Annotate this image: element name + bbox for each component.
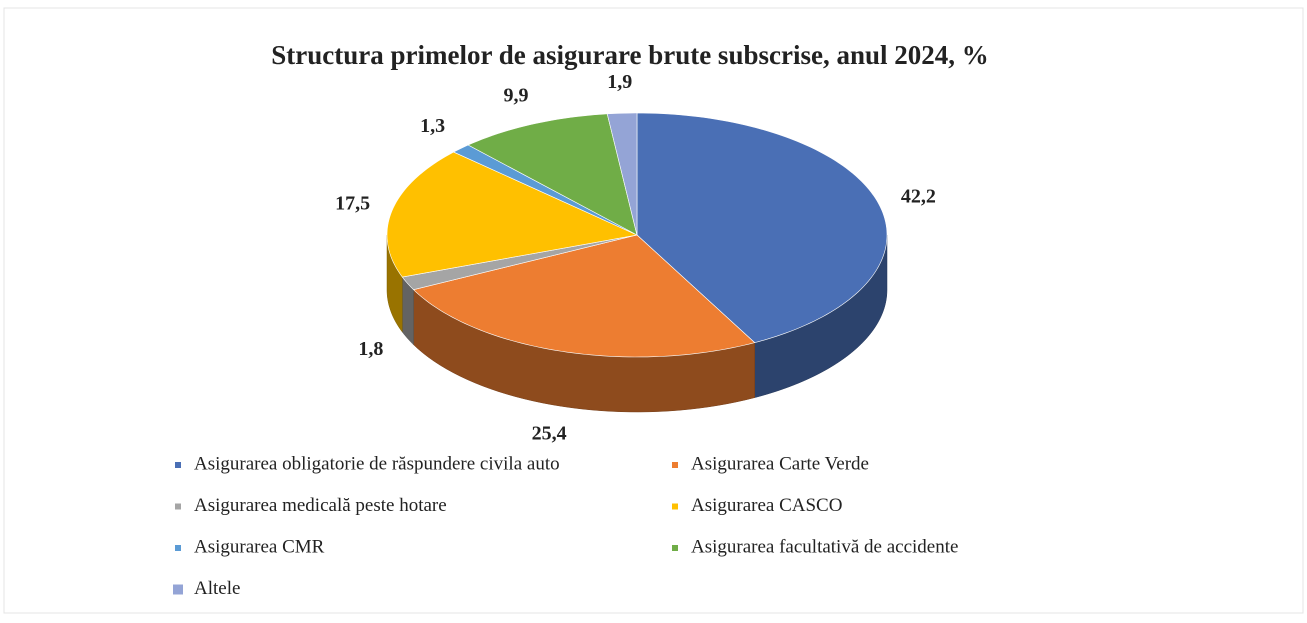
legend-swatch	[173, 584, 183, 595]
slice	[412, 234, 756, 358]
data-label: 9,9	[504, 84, 529, 106]
data-label: 1,8	[358, 338, 383, 360]
legend-swatch	[672, 462, 678, 468]
legend-swatch	[175, 462, 181, 468]
legend-swatch	[672, 545, 678, 551]
legend-label: Altele	[194, 578, 240, 599]
slice	[636, 112, 888, 343]
data-label: 17,5	[335, 193, 370, 215]
legend-swatch	[175, 503, 181, 510]
legend-label: Asigurarea CMR	[194, 536, 325, 557]
legend-swatch	[175, 545, 181, 551]
legend-label: Asigurarea medicală peste hotare	[194, 495, 447, 516]
slice	[401, 234, 638, 291]
chart-title: Structura primelor de asigurare brute su…	[271, 40, 988, 70]
legend-swatch	[672, 503, 678, 510]
slice	[386, 151, 639, 278]
slice	[606, 112, 638, 236]
data-label: 1,3	[420, 115, 445, 137]
data-label: 25,4	[532, 422, 567, 444]
data-label: 42,2	[901, 186, 936, 208]
legend-label: Asigurarea obligatorie de răspundere civ…	[194, 453, 560, 474]
data-label: 1,9	[607, 71, 632, 93]
legend-label: Asigurarea facultativă de accidente	[691, 536, 958, 557]
legend-label: Asigurarea CASCO	[691, 495, 842, 516]
legend-label: Asigurarea Carte Verde	[691, 453, 869, 474]
slice	[467, 113, 638, 236]
